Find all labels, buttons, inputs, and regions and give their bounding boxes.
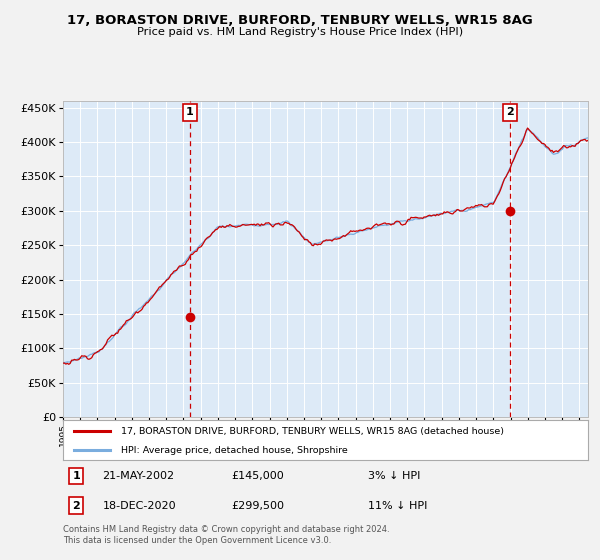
- Text: 18-DEC-2020: 18-DEC-2020: [103, 501, 176, 511]
- Text: 1: 1: [72, 471, 80, 481]
- Text: 21-MAY-2002: 21-MAY-2002: [103, 471, 175, 481]
- Text: Price paid vs. HM Land Registry's House Price Index (HPI): Price paid vs. HM Land Registry's House …: [137, 27, 463, 37]
- Text: £299,500: £299,500: [231, 501, 284, 511]
- Text: 1: 1: [186, 108, 194, 118]
- Text: 2: 2: [506, 108, 514, 118]
- Text: Contains HM Land Registry data © Crown copyright and database right 2024.
This d: Contains HM Land Registry data © Crown c…: [63, 525, 389, 545]
- Text: 2: 2: [72, 501, 80, 511]
- Text: 3% ↓ HPI: 3% ↓ HPI: [367, 471, 420, 481]
- Text: 17, BORASTON DRIVE, BURFORD, TENBURY WELLS, WR15 8AG: 17, BORASTON DRIVE, BURFORD, TENBURY WEL…: [67, 14, 533, 27]
- Text: 11% ↓ HPI: 11% ↓ HPI: [367, 501, 427, 511]
- Text: HPI: Average price, detached house, Shropshire: HPI: Average price, detached house, Shro…: [121, 446, 347, 455]
- Text: 17, BORASTON DRIVE, BURFORD, TENBURY WELLS, WR15 8AG (detached house): 17, BORASTON DRIVE, BURFORD, TENBURY WEL…: [121, 427, 504, 436]
- Text: £145,000: £145,000: [231, 471, 284, 481]
